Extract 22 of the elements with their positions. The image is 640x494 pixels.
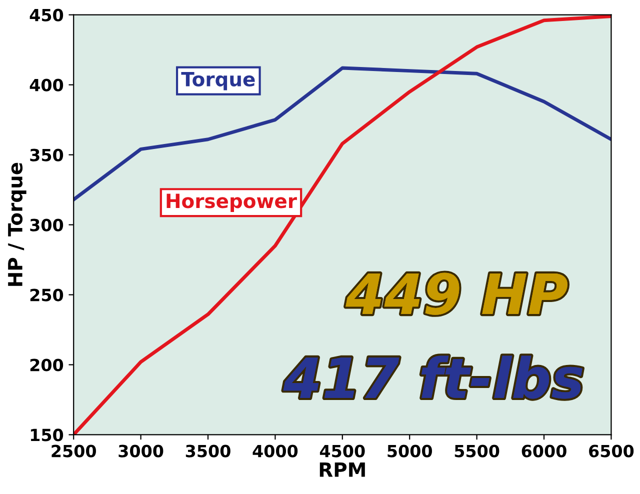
y-tick-label: 250 <box>30 288 64 302</box>
x-tick-label: 4000 <box>252 444 298 458</box>
y-tick-label: 350 <box>30 148 64 162</box>
annotation: 417 ft-lbs <box>283 356 582 399</box>
series-label: Horsepower <box>166 194 297 212</box>
x-tick-label: 6000 <box>522 444 566 458</box>
x-tick-label: 6500 <box>589 444 634 458</box>
x-axis-title: RPM <box>320 462 365 477</box>
y-tick-label: 200 <box>30 358 64 372</box>
y-axis-title: HP / Torque <box>8 162 26 286</box>
x-tick-label: 5500 <box>454 444 500 458</box>
annotation: 449 HP <box>346 272 568 315</box>
y-tick-label: 450 <box>30 8 64 22</box>
series-label: Torque <box>181 72 255 90</box>
y-tick-label: 300 <box>30 218 64 232</box>
x-tick-label: 4500 <box>320 444 365 458</box>
x-tick-label: 2500 <box>52 444 96 458</box>
x-tick-label: 3000 <box>118 444 164 458</box>
x-tick-label: 3500 <box>186 444 230 458</box>
y-tick-label: 400 <box>30 78 64 92</box>
x-tick-label: 5000 <box>388 444 432 458</box>
y-tick-label: 150 <box>30 428 64 442</box>
